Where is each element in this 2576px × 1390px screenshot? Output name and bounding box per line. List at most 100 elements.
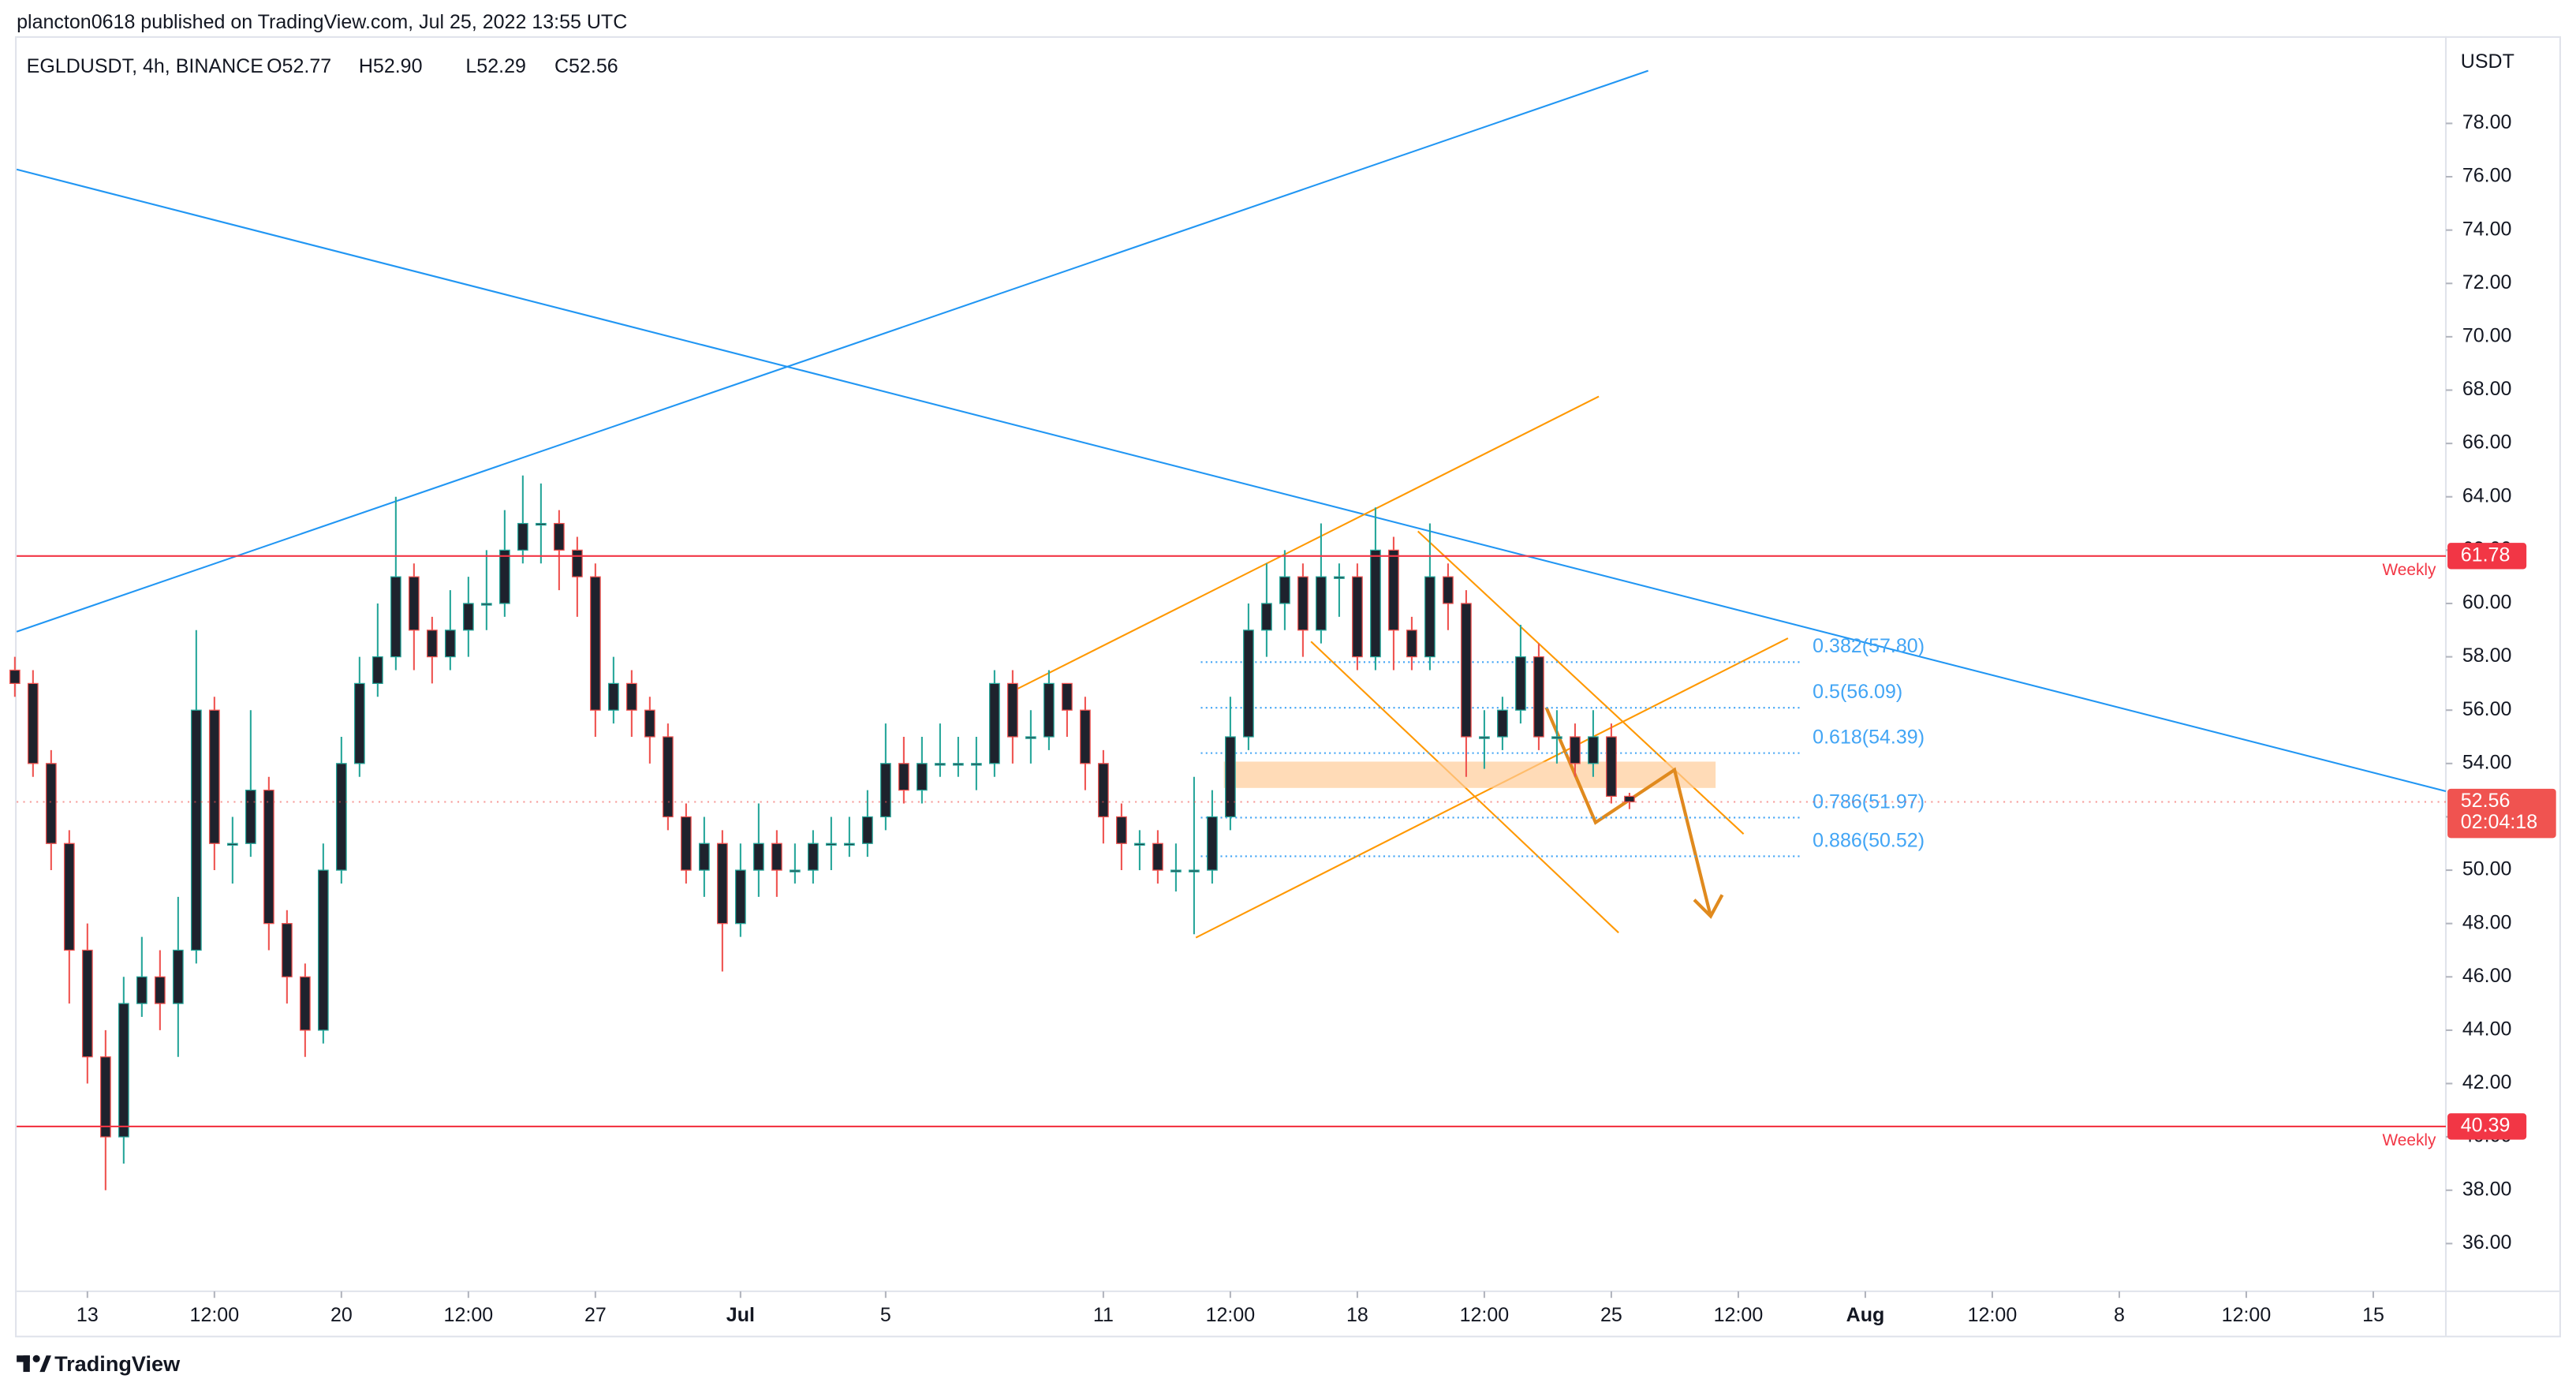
candle-body <box>1170 869 1182 872</box>
x-tick-label: 15 <box>2362 1304 2384 1326</box>
logo-part <box>17 1355 30 1362</box>
candle-body <box>27 682 39 764</box>
candle-body <box>716 843 728 925</box>
y-tick-label: 70.00 <box>2462 325 2512 347</box>
trendline <box>16 69 1648 633</box>
plot: 0.382(57.80) 0.5(56.09) 0.618(54.39) 0.786(… <box>9 475 2446 1190</box>
x-tick-label: 12:00 <box>444 1304 494 1326</box>
projection-path <box>1544 706 1712 917</box>
candle-body <box>190 709 202 951</box>
candle-body <box>444 630 456 658</box>
candle-body <box>1570 736 1581 764</box>
candle-body <box>335 763 347 871</box>
x-tick-label: 12:00 <box>1206 1304 1256 1326</box>
arrow-head <box>1693 894 1724 919</box>
candle-body <box>118 1003 129 1138</box>
price-tag <box>2447 788 2556 839</box>
candle-body <box>589 576 601 711</box>
candle-body <box>1479 736 1490 739</box>
x-tick-label: Jul <box>726 1304 755 1326</box>
candle-body <box>644 709 655 738</box>
x-tick-label: 13 <box>77 1304 99 1326</box>
candle-body <box>1062 682 1073 711</box>
candle-body <box>1624 795 1635 803</box>
y-tick-label: 66.00 <box>2462 432 2512 454</box>
candle-body <box>989 682 1000 764</box>
price-tag <box>2447 543 2527 570</box>
candle-body <box>790 869 801 872</box>
x-tick-label: 20 <box>330 1304 353 1326</box>
y-tick-label: 56.00 <box>2462 698 2512 720</box>
y-tick-label: 50.00 <box>2462 858 2512 880</box>
y-tick-label: 60.00 <box>2462 592 2512 614</box>
candle-body <box>9 669 21 685</box>
drawings <box>16 69 2447 939</box>
candle-body <box>299 976 311 1031</box>
candle-body <box>662 736 674 818</box>
ohlc-value: C52.56 <box>554 55 618 77</box>
candle-body <box>1043 682 1055 738</box>
candle-body <box>625 682 637 711</box>
x-tick-label: 12:00 <box>1460 1304 1510 1326</box>
y-axis-label: USDT <box>2461 50 2514 73</box>
candle-body <box>1352 576 1363 658</box>
candle-body <box>734 869 746 925</box>
candle-body <box>571 549 583 577</box>
trendline <box>16 168 2447 792</box>
candle-body <box>99 1056 111 1138</box>
logo-part <box>39 1355 51 1373</box>
y-tick-label: 44.00 <box>2462 1018 2512 1041</box>
candle-body <box>353 682 365 764</box>
candle-body <box>1497 709 1508 738</box>
line-label: Weekly <box>2383 561 2437 579</box>
candle-body <box>680 816 692 871</box>
candle-body <box>1025 736 1036 739</box>
candle-body <box>1152 843 1163 871</box>
candle-body <box>826 843 837 846</box>
candle-body <box>752 843 764 871</box>
y-tick-label: 78.00 <box>2462 111 2512 133</box>
x-tick-label: 5 <box>880 1304 891 1326</box>
y-tick-label: 68.00 <box>2462 378 2512 400</box>
candle-body <box>136 976 147 1004</box>
trendline <box>1010 395 1600 693</box>
candle-body <box>1116 816 1127 844</box>
fib-label: 0.886(50.52) <box>1813 829 1925 851</box>
ohlc-value: H52.90 <box>359 55 423 77</box>
candle-body <box>1370 549 1381 658</box>
x-tick-label: 12:00 <box>1714 1304 1764 1326</box>
candle-body <box>226 843 238 846</box>
y-tick-label: 38.00 <box>2462 1178 2512 1200</box>
y-tick-label: 46.00 <box>2462 965 2512 987</box>
y-tick-label: 42.00 <box>2462 1071 2512 1093</box>
candle-body <box>971 763 982 766</box>
symbol-title: EGLDUSDT, 4h, BINANCE <box>27 55 263 77</box>
frame <box>15 35 2561 1338</box>
brand-name: TradingView <box>54 1351 181 1376</box>
candle-body <box>1533 656 1544 738</box>
candle-body <box>480 603 492 606</box>
x-tick-label: 12:00 <box>190 1304 240 1326</box>
ohlc-value: O52.77 <box>267 55 331 77</box>
candle-body <box>154 976 166 1004</box>
fib-label: 0.618(54.39) <box>1813 726 1925 748</box>
candle-body <box>1007 682 1018 738</box>
logo-part <box>23 1355 30 1373</box>
fib-label: 0.382(57.80) <box>1813 635 1925 657</box>
candle-body <box>953 763 964 766</box>
x-tick-label: 18 <box>1346 1304 1368 1326</box>
candle-body <box>317 869 329 1031</box>
candle-body <box>1388 549 1399 631</box>
candle-body <box>208 709 220 844</box>
candle-body <box>172 949 184 1004</box>
candle-body <box>462 603 474 631</box>
candle-body <box>698 843 710 871</box>
candle-body <box>517 522 528 551</box>
candle-body <box>1551 736 1562 739</box>
candle-body <box>1261 603 1272 631</box>
candle-body <box>1443 576 1454 604</box>
candle-body <box>808 843 819 871</box>
